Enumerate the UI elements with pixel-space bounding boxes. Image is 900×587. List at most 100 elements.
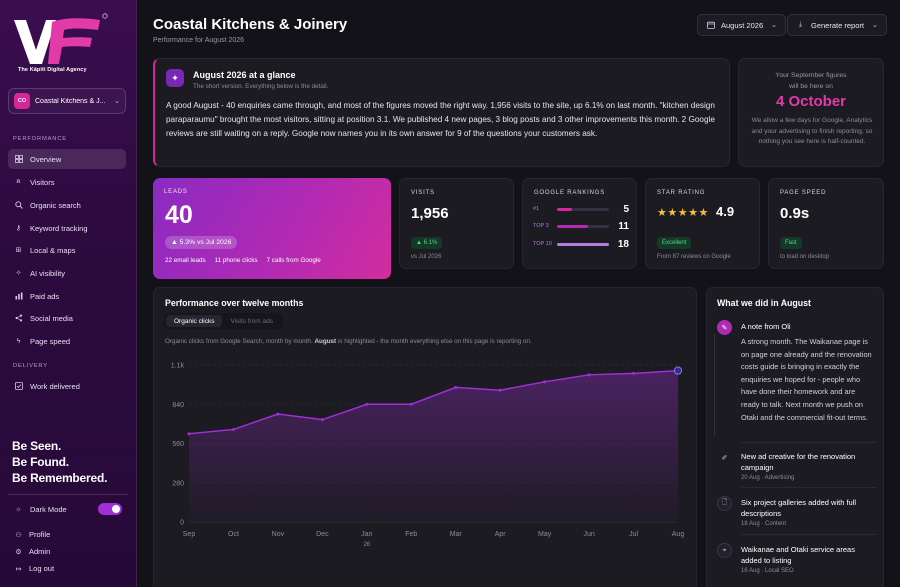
ranking-bar-fill: [557, 242, 609, 246]
chart-area-fill: [189, 370, 678, 522]
ranking-bar-track: [557, 207, 609, 211]
chart-caption-text: Organic clicks from Google Search, month…: [165, 338, 313, 345]
data-point: [365, 402, 369, 406]
chart-tabs: Organic clicks Visits from ads: [164, 313, 283, 329]
client-selector[interactable]: CO Coastal Kitchens & J... ⌄: [8, 88, 126, 114]
timeline-line: [714, 334, 715, 436]
sidebar-item-keyword-tracking[interactable]: ⚷ Keyword tracking: [8, 218, 126, 238]
sidebar-item-paid-ads[interactable]: Paid ads: [8, 286, 126, 306]
dark-mode-toggle[interactable]: [98, 503, 122, 515]
sidebar-item-label: AI visibility: [30, 268, 66, 278]
ranking-row: TOP 10 18: [533, 239, 629, 250]
summary-title: August 2026 at a glance: [193, 70, 296, 80]
ranking-row-label: TOP 10: [533, 241, 552, 247]
ranking-bar-track: [557, 242, 609, 246]
location-icon: ⌖: [717, 543, 732, 558]
agency-slogan: Be Seen. Be Found. Be Remembered.: [12, 438, 107, 486]
tab-visits-from-ads[interactable]: Visits from ads: [230, 317, 273, 325]
document-icon: 🗋: [717, 496, 732, 511]
speed-card[interactable]: PAGE SPEED 0.9s Fast to load on desktop: [768, 178, 884, 269]
visits-value: 1,956: [411, 205, 449, 222]
x-tick-label: Mar: [450, 531, 463, 538]
rating-value: 4.9: [716, 204, 735, 219]
chart-series-line: [188, 369, 679, 435]
slogan-line: Be Remembered.: [12, 471, 108, 485]
sidebar-item-label: Organic search: [30, 200, 81, 210]
sidebar-item-work-delivered[interactable]: Work delivered: [8, 376, 126, 396]
chevron-down-icon: ⌄: [871, 22, 878, 29]
pencil-icon: ✎: [717, 320, 732, 335]
speed-value: 0.9s: [780, 205, 810, 222]
page-title: Coastal Kitchens & Joinery: [153, 16, 348, 33]
ranking-bar-track: [557, 224, 609, 228]
activity-item-meta: 16 Aug · Local SEO: [741, 568, 794, 574]
x-tick-label: May: [538, 531, 552, 538]
admin-icon: ⚙: [15, 548, 22, 556]
x-tick-label: Nov: [272, 531, 285, 538]
x-tick-label: Feb: [405, 531, 417, 538]
rating-card[interactable]: STAR RATING ★★★★★ 4.9 Excellent From 87 …: [645, 178, 760, 269]
y-tick-label: 560: [172, 441, 184, 448]
leads-label: LEADS: [164, 189, 188, 195]
month-selector[interactable]: August 2026 ⌄: [697, 14, 786, 36]
visits-card[interactable]: VISITS 1,956 ▲ 6.1% vs Jul 2026: [399, 178, 514, 269]
admin-link[interactable]: ⚙ Admin: [14, 547, 50, 556]
performance-section-label: PERFORMANCE: [13, 136, 67, 142]
data-point: [276, 412, 280, 416]
activity-item-heading: New ad creative for the renovation campa…: [741, 452, 856, 472]
profile-link[interactable]: ⚇ Profile: [14, 530, 50, 539]
speed-foot: to load on desktop: [780, 254, 830, 260]
sidebar-item-ai-visibility[interactable]: ✧ AI visibility: [8, 263, 126, 283]
visits-foot: vs Jul 2026: [411, 254, 442, 260]
sidebar-item-label: Overview: [30, 154, 62, 164]
dark-mode-row: ☼ Dark Mode: [14, 502, 122, 516]
logout-link[interactable]: ↦ Log out: [14, 564, 54, 573]
x-tick-label: Jul: [629, 531, 638, 538]
leads-breakdown-item: 22 email leads: [165, 257, 206, 264]
sparkle-icon: ✧: [15, 270, 22, 277]
sidebar-item-local-maps[interactable]: ⊞ Local & maps: [8, 240, 126, 260]
agency-logo[interactable]: [12, 12, 110, 76]
chevron-down-icon: ⌄: [771, 22, 777, 29]
chart-caption-highlight: August: [314, 338, 337, 345]
tab-organic-clicks[interactable]: Organic clicks: [166, 315, 223, 327]
activity-note-body: A strong month. The Waikanae page is on …: [741, 337, 872, 422]
x-tick-label: Aug: [672, 531, 685, 538]
next-report-card: Your September figures will be here on 4…: [738, 58, 884, 167]
y-tick-label: 280: [172, 480, 184, 487]
activity-separator: [741, 487, 877, 488]
share-icon: [14, 314, 23, 323]
activity-item-meta: 20 Aug · Advertising: [741, 475, 795, 481]
sidebar-item-label: Keyword tracking: [30, 223, 88, 233]
sidebar-item-organic-search[interactable]: Organic search: [8, 195, 126, 215]
highlight-point: [673, 366, 683, 375]
activity-card: What we did in August ✎ A note from Oli …: [706, 287, 884, 587]
ranking-row: #1 5: [533, 204, 629, 215]
sidebar-item-label: Paid ads: [30, 291, 60, 301]
sidebar-item-overview[interactable]: Overview: [8, 149, 126, 169]
data-point: [632, 371, 636, 375]
leads-card[interactable]: LEADS 40 ▲ 5.3% vs Jul 2026 22 email lea…: [153, 178, 391, 279]
sidebar-item-visitors[interactable]: ጰ Visitors: [8, 172, 126, 192]
sidebar-item-page-speed[interactable]: ϟ Page speed: [8, 331, 126, 351]
leads-change-badge: ▲ 5.3% vs Jul 2026: [165, 236, 238, 249]
profile-icon: ⚇: [15, 531, 22, 539]
data-point: [543, 380, 547, 384]
activity-item-meta: 18 Aug · Content: [741, 521, 787, 527]
ranking-row-label: #1: [533, 206, 540, 212]
client-avatar: CO: [14, 93, 30, 109]
activity-item-heading: Waikanae and Otaki service areas added t…: [741, 545, 855, 565]
y-tick-label: 0: [180, 520, 184, 527]
dark-mode-label: Dark Mode: [30, 504, 67, 514]
grid-icon: [14, 155, 23, 164]
bolt-icon: ϟ: [16, 337, 21, 345]
x-tick-label: Jan: [361, 531, 372, 538]
sparkle-icon: ✦: [166, 69, 184, 87]
activity-note-heading: A note from Oli: [741, 322, 791, 331]
generate-report-button[interactable]: ⤓ Generate report ⌄: [787, 14, 887, 36]
sidebar-item-label: Local & maps: [30, 245, 76, 255]
rankings-card[interactable]: GOOGLE RANKINGS #1 5 TOP 3 11 TOP 10 18: [522, 178, 637, 269]
x-tick-label: Sep: [183, 531, 196, 538]
organic-clicks-chart[interactable]: 0 280 560 840 1.1k Sep Oct Nov Dec Jan Feb Mar Apr Ma…: [154, 348, 698, 587]
sidebar-item-social-media[interactable]: Social media: [8, 308, 126, 328]
